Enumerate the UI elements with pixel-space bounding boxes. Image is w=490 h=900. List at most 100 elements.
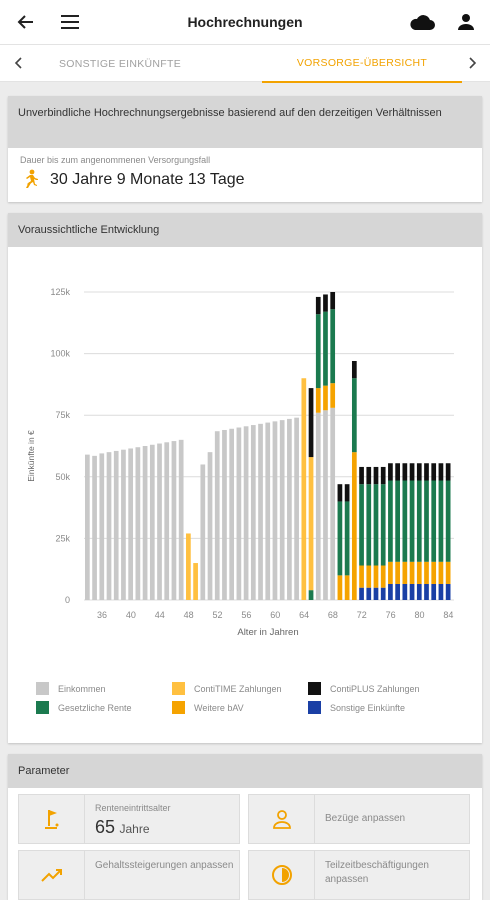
bar-segment <box>315 314 321 389</box>
bar-segment <box>142 446 148 600</box>
x-tick-label: 84 <box>443 610 453 620</box>
bar-segment <box>258 423 263 600</box>
bar-segment <box>308 590 314 600</box>
x-tick-label: 40 <box>126 610 136 620</box>
legend-contitime: ContiTIME Zahlungen <box>172 682 282 695</box>
legend-einkommen: Einkommen <box>36 682 106 695</box>
bar-segment <box>431 561 437 584</box>
bar-segment <box>424 480 429 562</box>
salary-growth-button[interactable]: Gehaltssteigerungen anpassen <box>18 850 240 900</box>
bar-segment <box>344 575 350 600</box>
tab-sonstige-einkuenfte[interactable]: SONSTIGE EINKÜNFTE <box>58 58 182 70</box>
bar-segment <box>222 429 227 600</box>
bar-segment <box>373 587 379 600</box>
bar-segment <box>207 452 213 600</box>
y-tick-label: 25k <box>55 533 70 543</box>
bar-segment <box>323 294 328 312</box>
chevron-left-icon[interactable] <box>10 54 28 72</box>
salary-adjust-button[interactable]: Bezüge anpassen <box>248 794 470 844</box>
tab-vorsorge-uebersicht[interactable]: VORSORGE-ÜBERSICHT <box>262 45 462 83</box>
bar-segment <box>135 447 141 600</box>
bar-segment <box>431 583 437 600</box>
parameter-heading: Parameter <box>8 754 482 788</box>
retirement-age-button[interactable]: Renteneintrittsalter 65 Jahre <box>18 794 240 844</box>
legend-sonstige-einkuenfte: Sonstige Einkünfte <box>308 701 405 714</box>
bar-segment <box>431 463 437 481</box>
y-tick-label: 100k <box>50 349 70 359</box>
bar-segment <box>366 484 372 566</box>
bar-segment <box>373 466 379 485</box>
x-tick-label: 48 <box>184 610 194 620</box>
x-axis-label: Alter in Jahren <box>237 627 298 638</box>
bar-segment <box>272 421 278 600</box>
menu-icon[interactable] <box>56 8 84 36</box>
bar-segment <box>438 561 444 584</box>
bar-segment <box>315 388 321 413</box>
bar-segment <box>373 484 379 566</box>
parameter-card: Parameter Renteneintrittsalter 65 Jahre … <box>8 754 482 900</box>
app-bar: Hochrechnungen <box>0 0 490 44</box>
legend-weitere-bav: Weitere bAV <box>172 701 244 714</box>
bar-segment <box>359 484 364 566</box>
chevron-right-icon[interactable] <box>463 54 481 72</box>
y-axis-label: Einkünfte in € <box>26 430 36 482</box>
bar-segment <box>409 480 415 562</box>
cloud-icon[interactable] <box>408 8 436 36</box>
y-tick-label: 125k <box>50 287 70 297</box>
bar-segment <box>200 464 206 600</box>
bar-segment <box>330 292 336 310</box>
bar-segment <box>409 561 415 584</box>
bar-segment <box>424 561 429 584</box>
bar-segment <box>330 407 336 600</box>
bar-segment <box>323 385 328 411</box>
running-person-icon <box>20 169 40 191</box>
bar-segment <box>395 583 400 600</box>
bar-segment <box>380 565 386 588</box>
bar-segment <box>416 583 422 600</box>
legend-label: Einkommen <box>58 683 106 694</box>
bar-segment <box>438 463 444 481</box>
info-card: Unverbindliche Hochrechnungsergebnisse b… <box>8 96 482 202</box>
y-tick-label: 75k <box>55 410 70 420</box>
x-tick-label: 56 <box>241 610 251 620</box>
bar-segment <box>250 425 256 600</box>
bar-segment <box>366 466 372 485</box>
bar-segment <box>395 480 400 562</box>
y-tick-label: 0 <box>65 595 70 605</box>
bar-segment <box>308 457 314 591</box>
duration-value: 30 Jahre 9 Monate 13 Tage <box>50 171 245 188</box>
bar-segment <box>92 455 97 600</box>
legend-label: Sonstige Einkünfte <box>330 702 406 713</box>
bar-segment <box>409 583 415 600</box>
legend-swatch <box>172 701 185 714</box>
x-tick-label: 76 <box>386 610 396 620</box>
salary-growth-label: Gehaltssteigerungen anpassen <box>95 860 234 871</box>
bar-segment <box>337 501 343 576</box>
bar-segment <box>344 484 350 502</box>
bar-segment <box>330 309 336 384</box>
salary-adjust-label: Bezüge anpassen <box>325 813 406 824</box>
bar-segment <box>121 449 126 600</box>
bar-segment <box>265 422 271 600</box>
bar-segment <box>409 463 415 481</box>
bar-segment <box>402 463 408 481</box>
bar-segment <box>366 565 372 588</box>
parttime-button[interactable]: Teilzeitbeschäftigungen anpassen <box>248 850 470 900</box>
legend-label: Gesetzliche Rente <box>58 702 132 713</box>
bar-segment <box>301 378 307 600</box>
legend-contiplus: ContiPLUS Zahlungen <box>308 682 420 695</box>
bar-segment <box>395 463 400 481</box>
bar-segment <box>287 418 292 600</box>
back-arrow-icon[interactable] <box>12 8 40 36</box>
golf-flag-icon <box>19 795 85 843</box>
bar-segment <box>337 575 343 600</box>
bar-segment <box>438 583 444 600</box>
bar-segment <box>214 431 220 600</box>
bar-segment <box>229 428 235 600</box>
bar-segment <box>171 441 177 600</box>
bar-segment <box>388 561 393 584</box>
user-icon[interactable] <box>452 8 480 36</box>
income-chart: 0 25k 50k 75k 100k 125k 36 40 44 48 52 56 60 64 68 72 76… <box>26 287 454 638</box>
bar-segment <box>359 466 364 485</box>
legend-label: Weitere bAV <box>194 702 244 713</box>
